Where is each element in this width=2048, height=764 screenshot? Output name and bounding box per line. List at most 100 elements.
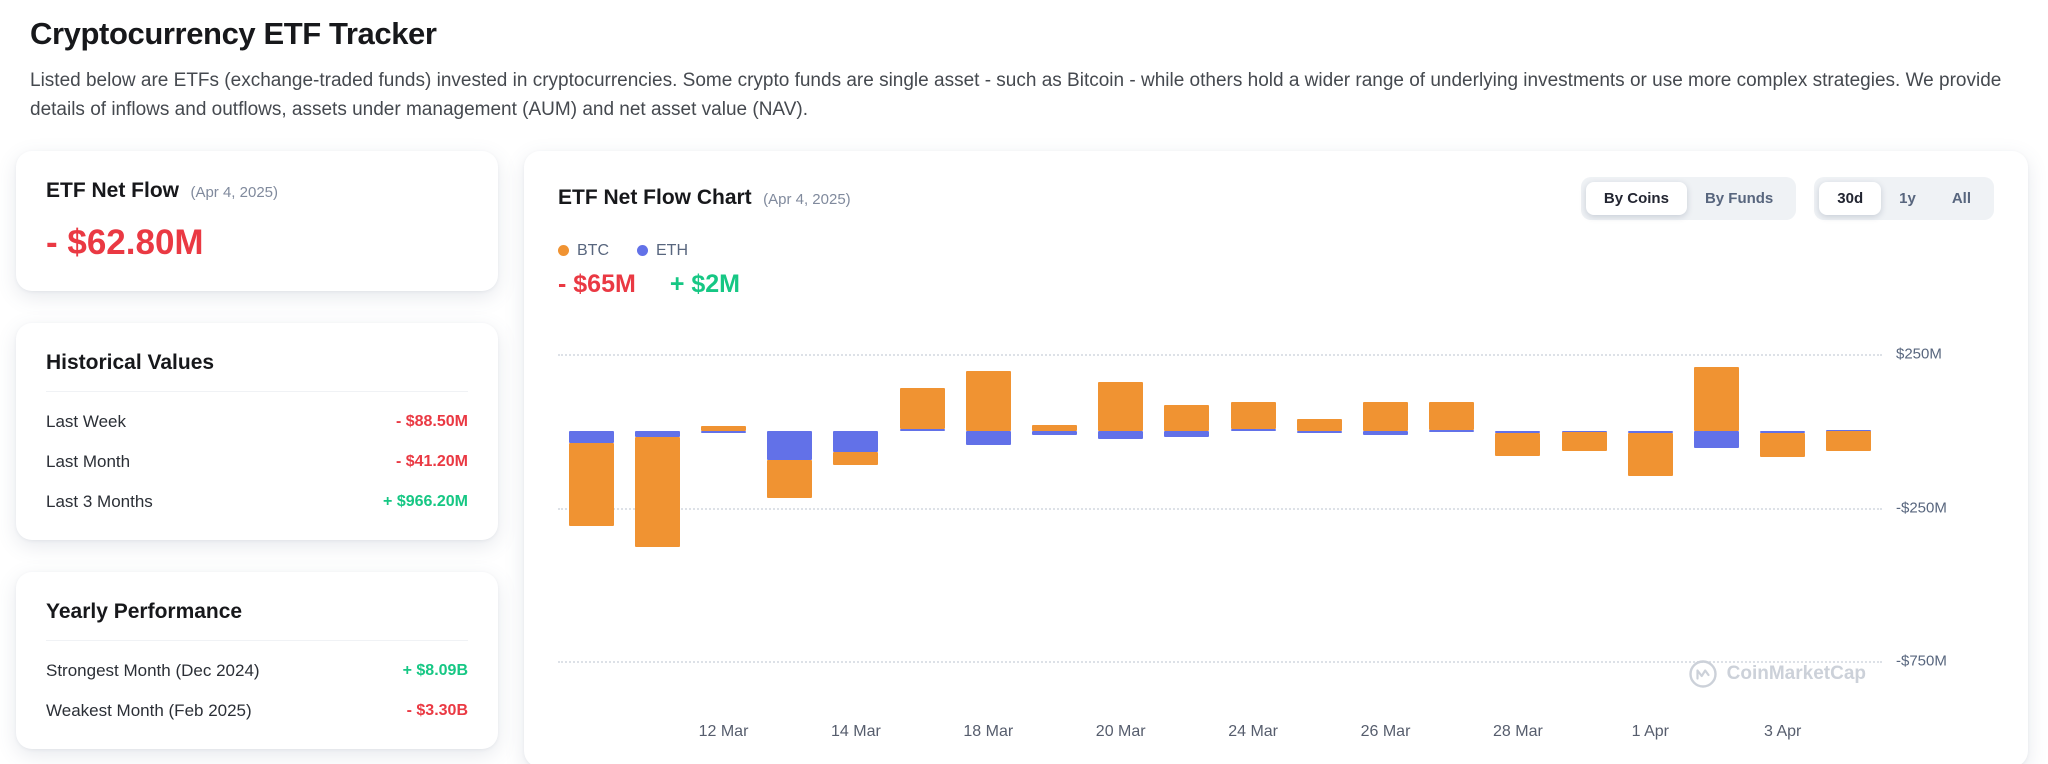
bar-segment-eth[interactable] (1098, 430, 1144, 439)
bar-segment-eth[interactable] (1362, 430, 1408, 435)
bar-segment-eth[interactable] (1693, 430, 1739, 448)
net-flow-card: ETF Net Flow (Apr 4, 2025) - $62.80M (16, 150, 498, 291)
y-axis-tick-label: -$250M (1896, 499, 1947, 517)
net-flow-chart-card: ETF Net Flow Chart (Apr 4, 2025) By Coin… (524, 150, 2028, 764)
chart-legend: BTC ETH (558, 242, 1994, 260)
page-description: Listed below are ETFs (exchange-traded f… (30, 70, 2002, 121)
net-flow-value: - $62.80M (46, 222, 204, 262)
legend-item-eth[interactable]: ETH (637, 242, 688, 260)
watermark-label: CoinMarketCap (1726, 662, 1866, 684)
stat-label: Weakest Month (Feb 2025) (46, 700, 252, 720)
bar-segment-eth[interactable] (1031, 430, 1077, 435)
bar-segment-btc[interactable] (1693, 366, 1739, 431)
bar-segment-btc[interactable] (1098, 381, 1144, 431)
y-axis-tick-label: $250M (1896, 345, 1942, 363)
chart-date: (Apr 4, 2025) (763, 191, 851, 209)
x-axis-tick-label: 26 Mar (1360, 722, 1411, 740)
historical-values-header: Historical Values (46, 351, 468, 392)
view-toggle-group: By Coins By Funds (1580, 176, 1797, 220)
eth-legend-dot (637, 245, 648, 257)
bar-segment-btc[interactable] (1296, 418, 1342, 431)
btc-legend-label: BTC (577, 241, 609, 259)
stat-label: Last Month (46, 451, 131, 471)
bar-segment-btc[interactable] (833, 452, 879, 465)
toggle-by-funds[interactable]: By Funds (1704, 189, 1774, 207)
bar-segment-btc[interactable] (965, 371, 1011, 431)
bar-segment-eth[interactable] (1760, 430, 1806, 433)
chart-controls: By Coins By Funds 30d 1y All (1580, 176, 1994, 220)
stat-label: Strongest Month (Dec 2024) (46, 660, 260, 680)
bar-segment-btc[interactable] (1164, 404, 1210, 431)
x-axis-tick-label: 12 Mar (698, 722, 749, 740)
bar-segment-eth[interactable] (700, 430, 746, 434)
gridline (558, 660, 1882, 663)
bar-segment-btc[interactable] (634, 437, 680, 548)
stat-value: + $966.20M (383, 492, 468, 510)
legend-item-btc[interactable]: BTC (558, 242, 609, 260)
eth-legend-label: ETH (656, 241, 688, 259)
bar-segment-eth[interactable] (767, 430, 813, 461)
bar-segment-btc[interactable] (1760, 432, 1806, 458)
bar-segment-eth[interactable] (833, 430, 879, 453)
stat-label: Last Week (46, 411, 127, 431)
historical-values-title: Historical Values (46, 350, 215, 374)
bar-segment-btc[interactable] (899, 388, 945, 430)
gridline (558, 354, 1882, 357)
stat-value: - $41.20M (395, 452, 468, 470)
bar-segment-eth[interactable] (1296, 430, 1342, 433)
x-axis-tick-label: 24 Mar (1228, 722, 1278, 740)
chart-title-group: ETF Net Flow Chart (Apr 4, 2025) (558, 186, 851, 210)
bar-segment-btc[interactable] (568, 443, 614, 526)
chart-title: ETF Net Flow Chart (558, 186, 752, 210)
toggle-range-30d[interactable]: 30d (1819, 181, 1882, 215)
toggle-range-1y[interactable]: 1y (1899, 189, 1916, 207)
chart-header: ETF Net Flow Chart (Apr 4, 2025) By Coin… (558, 176, 1994, 220)
bar-segment-btc[interactable] (1031, 424, 1077, 431)
daily-values-row: - $65M + $2M (558, 270, 1994, 299)
historical-values-rows: Last Week - $88.50M Last Month - $41.20M… (46, 412, 468, 512)
toggle-range-all[interactable]: All (1951, 189, 1971, 207)
bar-segment-btc[interactable] (1362, 401, 1408, 431)
yearly-performance-rows: Strongest Month (Dec 2024) + $8.09B Weak… (46, 661, 468, 721)
eth-daily-value: + $2M (669, 269, 740, 298)
x-axis-tick-label: 20 Mar (1095, 722, 1146, 740)
bar-segment-btc[interactable] (1230, 401, 1276, 430)
bar-segment-btc[interactable] (700, 426, 746, 431)
net-flow-title: ETF Net Flow (46, 178, 179, 202)
chart-area: 12 Mar 14 Mar 18 Mar 20 Mar 24 Mar 26 Mar 28 M… (558, 333, 1994, 749)
bar-segment-btc[interactable] (1429, 402, 1475, 430)
bar-segment-eth[interactable] (634, 430, 680, 438)
bar-segment-eth[interactable] (1230, 429, 1276, 432)
plot-area (558, 333, 1882, 707)
bar-segment-eth[interactable] (1561, 430, 1607, 433)
coinmarketcap-logo-icon (1688, 660, 1717, 688)
bar-segment-eth[interactable] (1627, 430, 1673, 433)
bar-segment-eth[interactable] (899, 429, 945, 432)
bar-segment-eth[interactable] (965, 430, 1011, 445)
stat-value: - $88.50M (395, 412, 468, 430)
y-axis-tick-label: -$750M (1896, 652, 1947, 670)
net-flow-card-header: ETF Net Flow (Apr 4, 2025) (46, 179, 468, 203)
bar-segment-eth[interactable] (1495, 430, 1541, 434)
bar-segment-btc[interactable] (1495, 433, 1541, 457)
bar-segment-btc[interactable] (1826, 430, 1872, 451)
yearly-performance-card: Yearly Performance Strongest Month (Dec … (16, 571, 498, 749)
bar-segment-eth[interactable] (1429, 429, 1475, 432)
watermark: CoinMarketCap (1688, 659, 1866, 689)
toggle-by-coins[interactable]: By Coins (1585, 181, 1687, 215)
btc-daily-value: - $65M (558, 269, 636, 298)
x-axis-tick-label: 14 Mar (830, 722, 881, 740)
bar-segment-eth[interactable] (568, 430, 614, 444)
yearly-performance-header: Yearly Performance (46, 600, 468, 641)
bar-segment-eth[interactable] (1164, 430, 1210, 438)
bar-segment-btc[interactable] (767, 460, 813, 499)
stat-row-last-3-months: Last 3 Months + $966.20M (46, 492, 468, 512)
summary-column: ETF Net Flow (Apr 4, 2025) - $62.80M His… (16, 150, 498, 749)
main-layout: ETF Net Flow (Apr 4, 2025) - $62.80M His… (16, 150, 2028, 764)
x-axis: 12 Mar 14 Mar 18 Mar 20 Mar 24 Mar 26 Mar 28 M… (558, 707, 1882, 749)
net-flow-date: (Apr 4, 2025) (190, 183, 278, 201)
bar-segment-btc[interactable] (1561, 432, 1607, 451)
stat-label: Last 3 Months (46, 491, 153, 511)
page-title: Cryptocurrency ETF Tracker (30, 16, 437, 51)
bar-segment-btc[interactable] (1627, 432, 1673, 476)
